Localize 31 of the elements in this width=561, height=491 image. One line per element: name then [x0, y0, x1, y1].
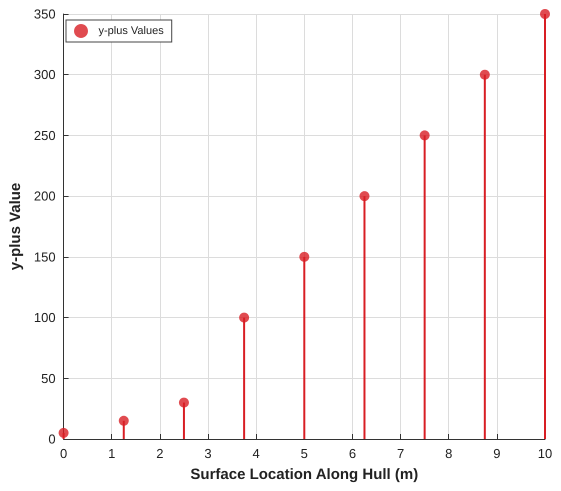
x-tick-label: 8: [445, 446, 452, 461]
x-tick-label: 10: [538, 446, 552, 461]
point: [420, 130, 430, 140]
x-tick-label: 3: [204, 446, 212, 461]
point: [58, 428, 69, 438]
y-tick-label: 150: [34, 249, 56, 264]
point: [178, 398, 189, 408]
y-tick-label: 200: [34, 188, 56, 204]
x-tick-label: 0: [60, 446, 68, 461]
y-tick-label: 50: [41, 370, 56, 386]
point: [540, 9, 550, 19]
y-tick-label: 0: [48, 432, 56, 446]
y-tick-label: 100: [34, 310, 56, 326]
point: [118, 416, 129, 426]
y-axis-title: y-plus Value: [7, 182, 24, 270]
x-tick-label: 1: [108, 446, 116, 461]
legend-label: y-plus Values: [98, 25, 164, 37]
point: [239, 312, 250, 323]
x-tick-label: 7: [396, 446, 404, 461]
point: [359, 191, 370, 202]
x-tick-label: 2: [156, 446, 164, 461]
x-axis-title: Surface Location Along Hull (m): [190, 466, 418, 483]
y-tick-label: 300: [34, 67, 56, 82]
y-tick-label: 250: [34, 128, 56, 143]
y-tick-label: 350: [34, 6, 56, 22]
point: [480, 70, 490, 80]
x-tick-label: 6: [348, 446, 356, 461]
x-tick-label: 5: [300, 446, 308, 461]
x-tick-label: 4: [252, 446, 260, 461]
x-tick-label: 9: [493, 446, 500, 461]
point: [299, 252, 310, 262]
